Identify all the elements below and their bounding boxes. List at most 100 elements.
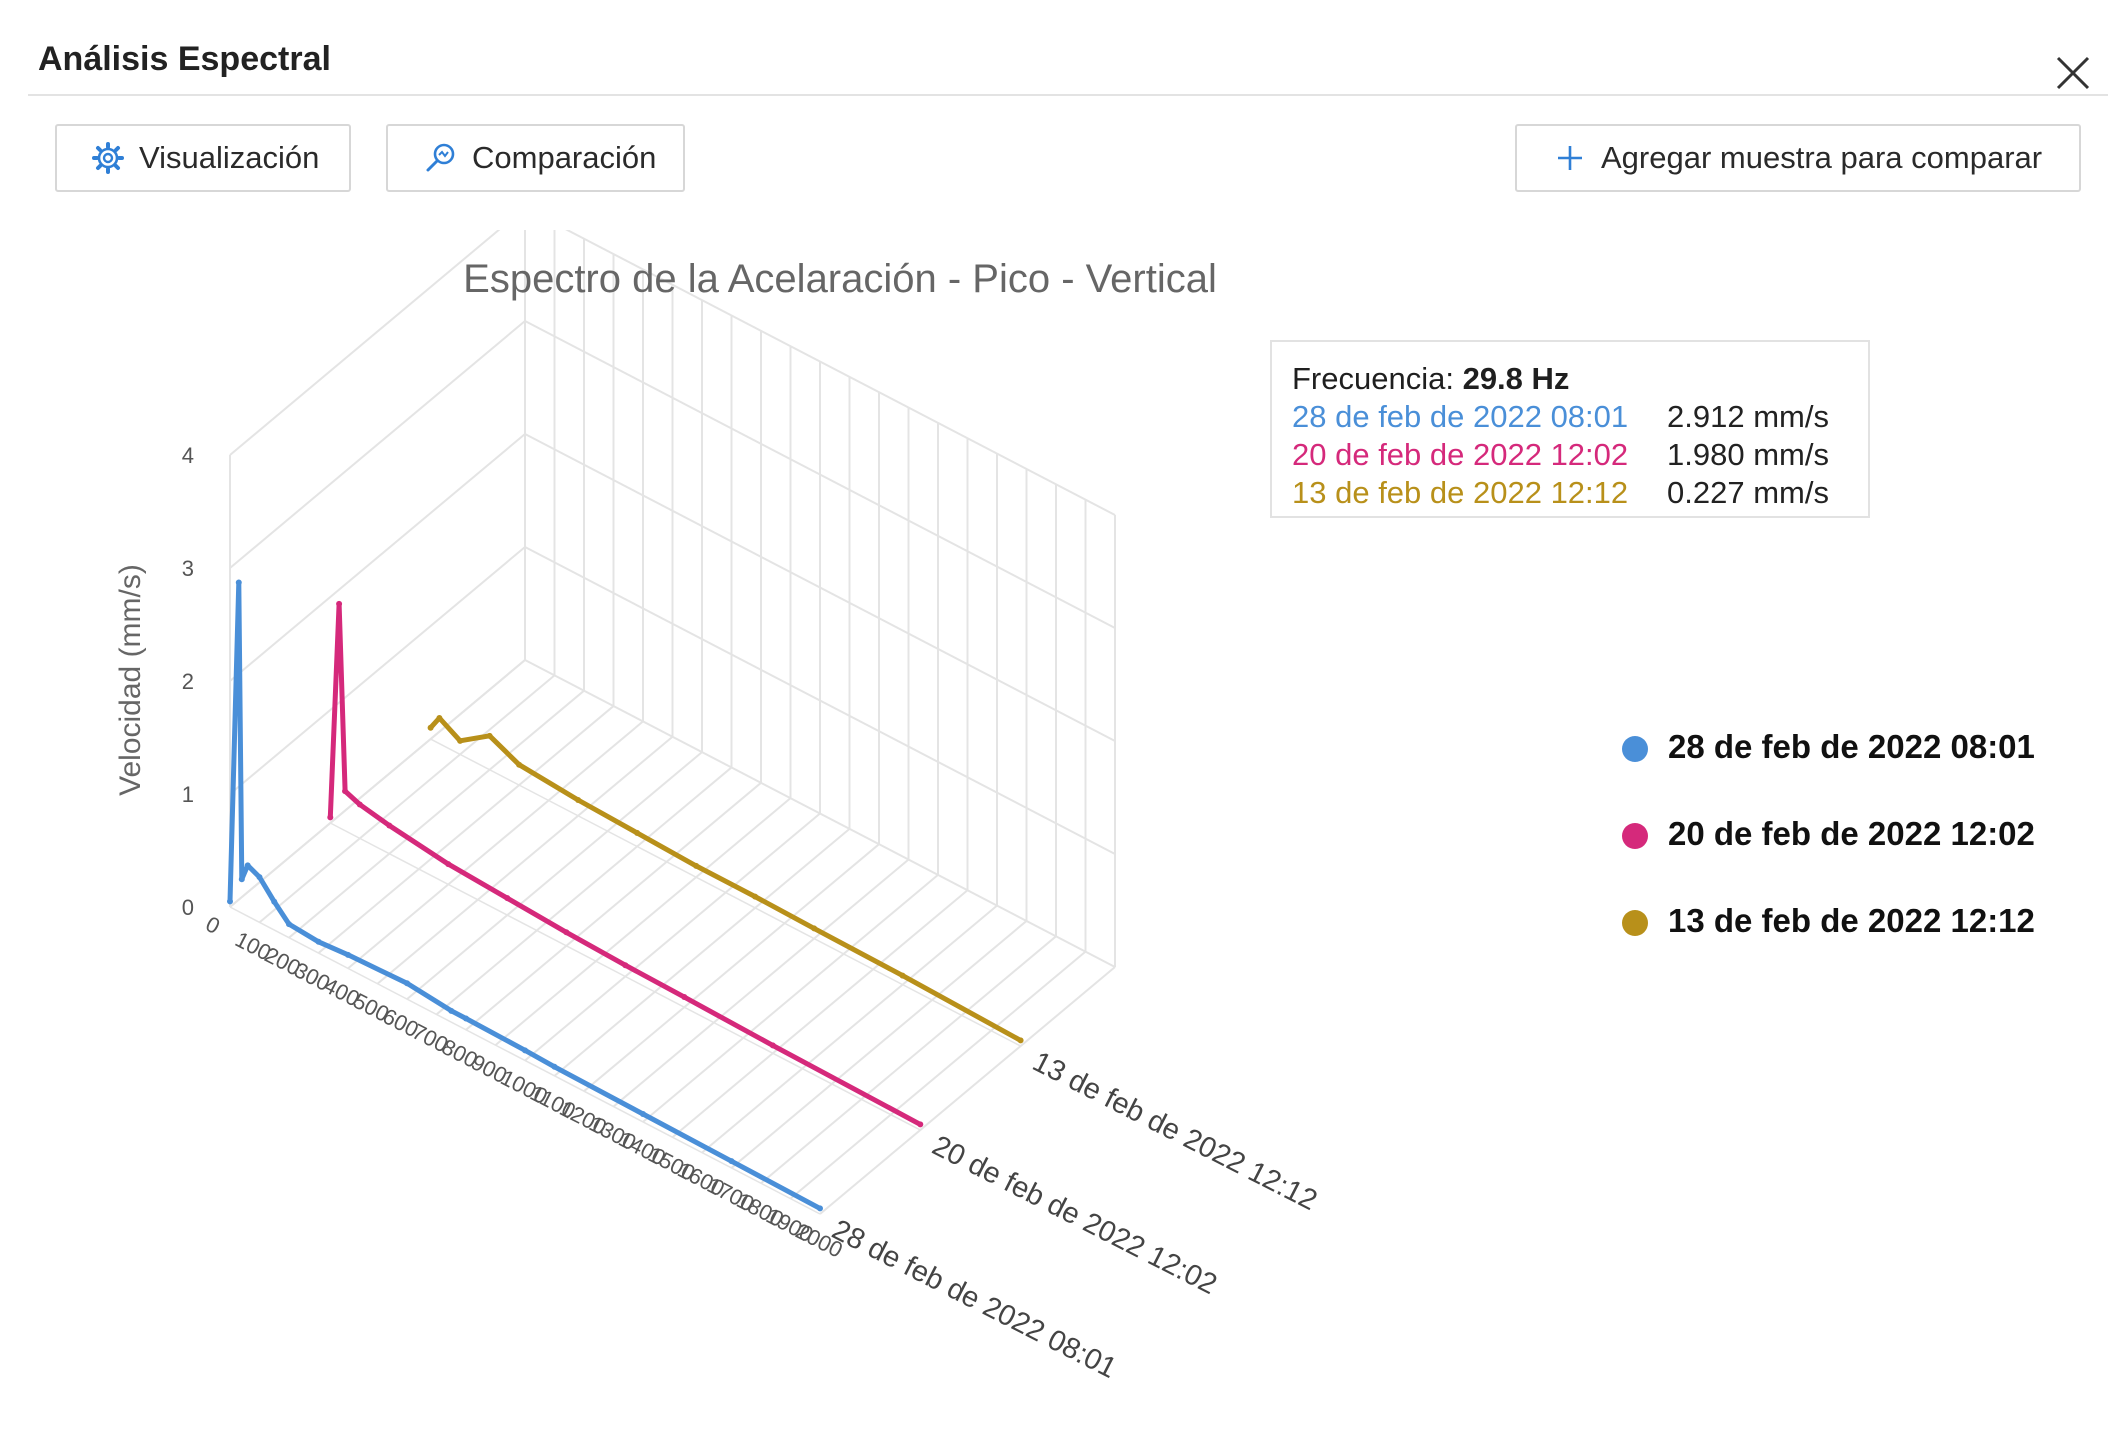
grid-line [612,858,910,1108]
tooltip-value: 1.980 mm/s [1667,437,1829,472]
grid-line [229,230,501,456]
grid-line [347,720,644,970]
legend-label: 13 de feb de 2022 12:12 [1668,902,2035,939]
tooltip-date: 20 de feb de 2022 12:02 [1292,437,1629,472]
series-line [428,715,1022,1043]
grid-line [430,738,1021,1047]
grid-line [730,920,1028,1169]
tooltip-row: 13 de feb de 2022 12:12 0.227 mm/s [1292,474,1868,512]
legend-item[interactable]: 28 de feb de 2022 08:01 [1622,728,2035,815]
tooltip-freq-label: Frecuencia: [1292,361,1463,396]
data-point [315,938,322,945]
data-point [244,862,251,869]
grid-line [494,797,792,1046]
depth-axis-label: 28 de feb de 2022 08:01 [827,1214,1122,1385]
grid-line [819,966,1116,1215]
legend-item[interactable]: 13 de feb de 2022 12:12 [1622,902,2035,989]
chart-tooltip: Frecuencia: 29.8 Hz 28 de feb de 2022 08… [1270,340,1870,518]
dialog-title: Análisis Espectral [38,40,331,78]
grid-line [229,546,526,795]
grid-line [760,935,1057,1185]
comparacion-button[interactable]: Comparación [386,124,685,192]
visualizacion-label: Visualización [139,140,320,175]
data-point [817,1205,823,1212]
grid-line [229,906,821,1215]
grid-line [229,433,526,682]
legend-marker [1622,736,1648,762]
data-point [436,714,443,721]
data-point [345,951,351,958]
data-point [238,876,245,883]
agregar-muestra-button[interactable]: Agregar muestra para comparar [1515,124,2081,192]
data-point [463,1015,469,1022]
data-point [769,1042,776,1049]
grid-line [789,950,1087,1200]
grid-line [435,766,733,1016]
close-icon[interactable] [2052,52,2094,94]
data-point [445,861,452,868]
grid-line [288,689,585,939]
data-point [504,895,511,902]
data-point [752,893,759,900]
chart-title: Espectro de la Acelaración - Pico - Vert… [463,257,1217,301]
header-divider [28,94,2108,96]
tooltip-value: 0.227 mm/s [1667,475,1829,510]
grid-line [258,674,556,924]
legend-marker [1622,910,1648,936]
grid-line [465,782,762,1031]
spectrum-3d-chart[interactable]: 0123401002003004005006007008009001000110… [0,230,1700,1390]
grid-line [671,889,969,1139]
data-point [486,732,493,739]
data-point [634,829,641,836]
grid-line [329,822,921,1131]
grid-line [524,812,821,1062]
data-point [575,796,582,803]
series-line [327,601,922,1127]
data-point [286,921,292,928]
legend-marker [1622,823,1648,849]
data-point [899,972,906,979]
data-point [404,980,410,987]
data-point [356,801,363,808]
chart-legend: 28 de feb de 2022 08:01 20 de feb de 2022… [1622,728,2035,989]
data-point [386,822,393,829]
depth-axis-label: 20 de feb de 2022 12:02 [927,1130,1222,1301]
data-point [811,925,818,932]
data-point [342,788,349,795]
grid-line [229,659,526,908]
y-tick-label: 1 [182,782,194,807]
data-point [327,814,334,821]
plus-icon [1558,146,1582,170]
legend-label: 28 de feb de 2022 08:01 [1668,728,2035,765]
data-point [336,600,343,607]
grid-line [376,735,674,985]
tooltip-value: 2.912 mm/s [1667,399,1829,434]
data-point [917,1121,924,1128]
search-chart-icon [426,143,455,172]
y-axis-label: Velocidad (mm/s) [114,564,147,796]
dialog-header: Análisis Espectral [0,0,2117,96]
data-point [235,579,242,586]
data-point [457,737,464,744]
data-point [551,1063,558,1070]
legend-item[interactable]: 20 de feb de 2022 12:02 [1622,815,2035,902]
data-point [522,1047,528,1054]
data-point [693,862,700,869]
grid-line [553,828,851,1077]
data-point [427,724,434,731]
data-point [516,761,523,768]
data-point [728,1158,735,1165]
grid-line [406,751,703,1000]
tooltip-row: 28 de feb de 2022 08:01 2.912 mm/s [1292,398,1868,436]
gear-icon [92,142,124,174]
tooltip-row: 20 de feb de 2022 12:02 1.980 mm/s [1292,436,1868,474]
grid-line [701,904,998,1154]
tooltip-frequency: Frecuencia: 29.8 Hz [1292,360,1868,398]
agregar-muestra-label: Agregar muestra para comparar [1601,140,2043,175]
data-point [1017,1037,1024,1044]
data-point [227,898,233,905]
comparacion-label: Comparación [472,140,657,175]
y-tick-label: 2 [182,669,194,694]
visualizacion-button[interactable]: Visualización [55,124,351,192]
tooltip-date: 28 de feb de 2022 08:01 [1292,399,1629,434]
